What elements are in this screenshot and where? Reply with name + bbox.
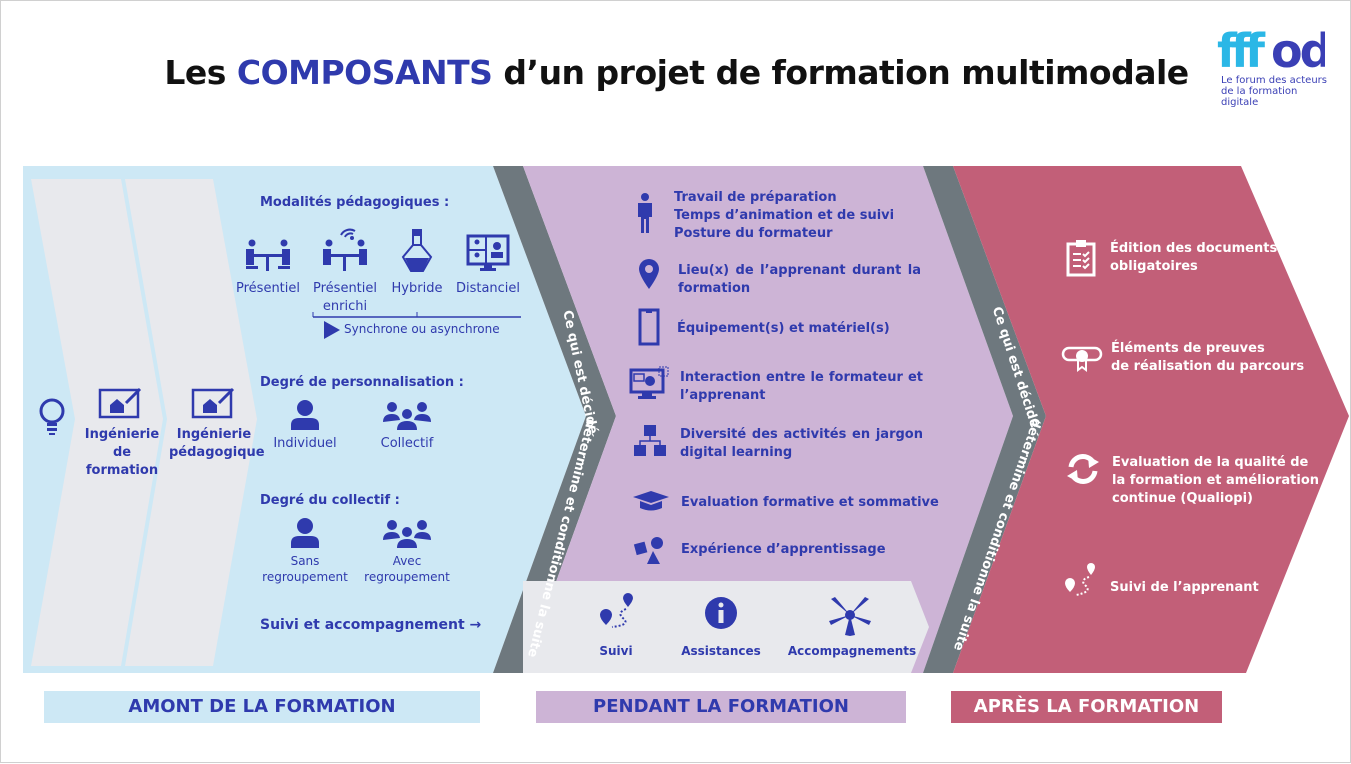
blueprint-icon xyxy=(98,387,142,419)
band-2 xyxy=(923,166,1046,673)
group-icon xyxy=(383,520,431,548)
item-line: la formation et amélioration xyxy=(1112,473,1320,488)
personnalisation-label: Individuel xyxy=(273,436,337,451)
logo-tagline: Le forum des acteurs xyxy=(1221,75,1327,86)
apres-item: Evaluation de la qualité de la formation … xyxy=(1112,454,1319,508)
monitor-interaction-icon xyxy=(629,366,669,399)
person-individual-icon xyxy=(291,518,319,548)
pendant-bottom-label: Suivi xyxy=(599,644,633,658)
location-pin-icon xyxy=(639,259,659,289)
footer-label-amont: AMONT DE LA FORMATION xyxy=(44,691,480,723)
chevron-label-ingenierie-formation: Ingénierie de formation xyxy=(84,427,160,478)
label-line: Avec xyxy=(392,554,422,568)
chevron-ingenierie-pedagogique xyxy=(125,179,257,666)
logo: fff od Le forum des acteurs de la format… xyxy=(1215,24,1333,108)
item-line: Posture du formateur xyxy=(674,226,833,241)
suivi-accompagnement: Suivi et accompagnement → xyxy=(260,617,482,633)
chevron-ingenierie-formation xyxy=(31,179,163,666)
clipboard-icon xyxy=(1066,240,1096,277)
collectif-label-sans: Sans regroupement xyxy=(257,553,353,585)
play-triangle-icon xyxy=(324,321,340,339)
item-line: Interaction entre le formateur et xyxy=(680,370,923,385)
footer-label-pendant: PENDANT LA FORMATION xyxy=(536,691,906,723)
modalite-label: Présentiel xyxy=(236,281,300,296)
label-line: Sans xyxy=(290,554,320,568)
route-icon xyxy=(1065,563,1095,596)
apres-item: Édition des documents obligatoires xyxy=(1110,240,1277,276)
label-line: regroupement xyxy=(364,570,450,584)
pendant-bottom-label: Accompagnements xyxy=(787,644,917,658)
diploma-icon xyxy=(1061,346,1103,372)
pendant-item: Expérience d’apprentissage xyxy=(681,542,886,557)
apres-area xyxy=(953,166,1349,673)
svg-text:od: od xyxy=(1271,25,1325,71)
refresh-icon xyxy=(1067,454,1099,484)
pendant-item: Lieu(x) de l’apprenant durant la formatio… xyxy=(678,262,921,298)
chevron-label-ingenierie-pedagogique: Ingénierie pédagogique xyxy=(169,427,265,460)
sync-label: Synchrone ou asynchrone xyxy=(344,322,500,336)
label-line: regroupement xyxy=(262,570,348,584)
meeting-table-icon xyxy=(246,239,290,271)
pendant-item: Interaction entre le formateur et l’appre… xyxy=(680,369,923,405)
collectif-title: Degré du collectif : xyxy=(260,493,400,508)
band-1 xyxy=(493,166,616,673)
person-icon xyxy=(638,193,652,233)
footer-label-apres: APRÈS LA FORMATION xyxy=(951,691,1222,723)
group-icon xyxy=(383,402,431,430)
modalite-label: Présentiel enrichi xyxy=(313,281,377,314)
modalites-title: Modalités pédagogiques : xyxy=(260,195,450,210)
item-line: continue (Qualiopi) xyxy=(1112,491,1253,506)
apres-item: Suivi de l’apprenant xyxy=(1110,580,1259,595)
pendant-item: Équipement(s) et matériel(s) xyxy=(677,321,890,336)
logo-tagline: de la formation digitale xyxy=(1221,86,1298,108)
item-line: obligatoires xyxy=(1110,259,1198,274)
route-icon xyxy=(600,593,633,628)
apres-item: Éléments de preuves de réalisation du par… xyxy=(1111,340,1304,376)
item-line: de réalisation du parcours xyxy=(1111,359,1305,374)
collectif-label-avec: Avec regroupement xyxy=(359,553,455,585)
modalite-label: Distanciel xyxy=(455,281,521,296)
item-line: Édition des documents xyxy=(1110,241,1278,256)
title-part: d’un projet de formation multimodale xyxy=(492,53,1189,92)
pendant-item: Travail de préparation Temps d’animation … xyxy=(674,189,894,243)
pendant-bottom-label: Assistances xyxy=(681,644,761,658)
flask-icon xyxy=(401,229,433,272)
blueprint-icon xyxy=(191,387,235,419)
fffod-logo-icon: fff od xyxy=(1217,24,1333,78)
modalite-label: Hybride xyxy=(391,281,443,296)
page-title: Les COMPOSANTS d’un projet de formation … xyxy=(1,53,1351,92)
pendant-item: Evaluation formative et sommative xyxy=(681,495,939,510)
shapes-icon xyxy=(633,537,663,564)
graduation-cap-icon xyxy=(633,491,669,511)
item-line: Lieu(x) de l’apprenant durant la xyxy=(678,263,921,278)
item-line: Travail de préparation xyxy=(674,190,837,205)
personnalisation-title: Degré de personnalisation : xyxy=(260,375,464,390)
hands-together-icon xyxy=(829,597,871,636)
item-line: Temps d’animation et de suivi xyxy=(674,208,895,223)
meeting-wifi-icon xyxy=(323,228,367,271)
item-line: digital learning xyxy=(680,445,793,460)
item-line: l’apprenant xyxy=(680,388,766,403)
item-line: Éléments de preuves xyxy=(1111,341,1265,356)
cubes-icon xyxy=(634,425,666,456)
video-conference-icon xyxy=(466,234,510,271)
lightbulb-icon xyxy=(39,398,65,435)
personnalisation-label: Collectif xyxy=(380,436,434,451)
title-part: Les xyxy=(164,53,237,92)
item-line: formation xyxy=(678,281,751,296)
title-highlight: COMPOSANTS xyxy=(236,53,493,92)
pendant-item: Diversité des activités en jargon digital… xyxy=(680,426,923,462)
smartphone-icon xyxy=(638,308,660,346)
item-line: Evaluation de la qualité de xyxy=(1112,455,1309,470)
item-line: Diversité des activités en jargon xyxy=(680,427,923,442)
info-icon xyxy=(705,597,737,629)
person-individual-icon xyxy=(291,400,319,430)
